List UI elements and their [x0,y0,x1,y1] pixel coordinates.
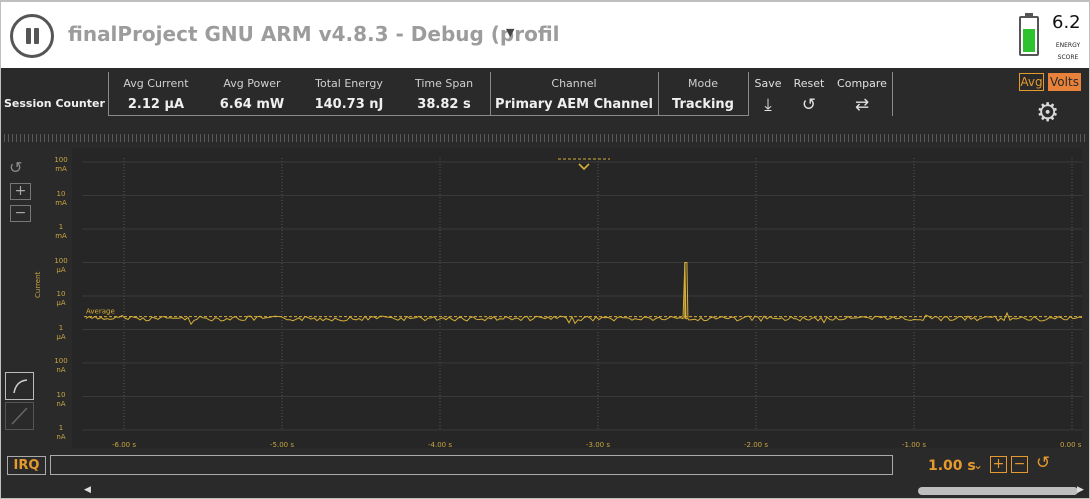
volts-toggle[interactable]: Volts [1048,73,1081,91]
chevron-down-icon [578,163,590,171]
avg-current-stat: Avg Current 2.12 µA [108,72,204,116]
irq-track [50,455,893,475]
x-tick-label: -2.00 s [744,441,768,449]
y-tick-label: 1 mA [55,223,67,240]
time-span-value: 38.82 s [417,97,471,112]
divider [748,72,749,116]
avg-toggle[interactable]: Avg [1019,73,1044,91]
scrollbar-thumb[interactable] [918,487,1078,495]
x-tick-label: 0.00 s [1060,441,1082,449]
session-counter-label: Session Counter [4,97,105,110]
plot-area [72,148,1082,448]
energy-score-label-line2: SCORE [1057,54,1079,61]
current-plot[interactable]: Average [0,148,1090,448]
stats-bar: Avg Current 2.12 µA Avg Power 6.64 mW To… [0,68,1090,118]
compare-icon: ⇄ [854,95,870,115]
x-tick-label: -5.00 s [270,441,294,449]
save-button[interactable]: Save ⤓ [750,72,786,116]
timescale-value[interactable]: 1.00 s [928,458,976,474]
scroll-left-icon[interactable]: ◀ [84,485,91,495]
gear-icon[interactable]: ⚙ [1036,98,1060,128]
current-series-line [85,262,1083,326]
total-energy-stat: Total Energy 140.73 nJ [300,72,398,116]
download-icon: ⤓ [764,95,772,115]
mode-selector[interactable]: Mode Tracking [658,72,748,116]
curve-icon [13,379,28,394]
energy-score-value: 6.2 [1052,12,1081,33]
pause-icon-bar [34,28,39,44]
y-tick-label: 100 mA [54,156,68,173]
chevron-down-icon[interactable]: ⌄ [973,458,984,472]
avg-power-value: 6.64 mW [219,97,285,112]
divider [658,72,659,116]
energy-score-label: ENERGY SCORE [1048,40,1088,64]
time-span-stat: Time Span 38.82 s [398,72,490,116]
time-reset-icon[interactable]: ↺ [1036,453,1051,473]
horizontal-scrollbar[interactable] [0,484,1090,499]
x-tick-label: -4.00 s [428,441,452,449]
battery-icon [1019,13,1039,56]
zoom-out-button[interactable]: − [10,205,31,222]
current-plot-svg: Average [72,148,1083,448]
avg-power-label: Avg Power [223,77,281,90]
mode-value: Tracking [672,97,734,112]
avg-power-stat: Avg Power 6.64 mW [204,72,300,116]
y-tick-label: 1 µA [56,323,66,341]
time-zoom-out-button[interactable]: − [1011,456,1028,473]
channel-selector[interactable]: Channel Primary AEM Channel [490,72,658,116]
time-zoom-in-button[interactable]: + [990,456,1007,473]
y-axis-label: Current [34,271,42,298]
reset-button[interactable]: Reset ↺ [788,72,830,116]
header-bar: finalProject GNU ARM v4.8.3 - Debug (pro… [0,0,1090,68]
compare-button[interactable]: Compare ⇄ [832,72,892,116]
scroll-right-icon[interactable]: ▶ [1077,485,1084,495]
avg-current-value: 2.12 µA [127,97,185,112]
timeline-ruler[interactable] [4,134,1086,142]
pause-button[interactable] [10,14,54,58]
channel-value: Primary AEM Channel [495,97,653,112]
pause-icon [26,28,31,44]
save-label: Save [754,77,782,90]
average-label: Average [86,308,115,316]
x-tick-label: -3.00 s [586,441,610,449]
battery-fill [1023,29,1035,52]
x-tick-label: -1.00 s [902,441,926,449]
undo-zoom-icon[interactable]: ↺ [9,158,23,177]
irq-button[interactable]: IRQ [7,456,46,475]
y-tick-label: 100 µA [54,256,68,274]
x-tick-label: -6.00 s [112,441,136,449]
avg-current-label: Avg Current [123,77,189,90]
caret-down-icon[interactable]: ▼ [506,26,515,39]
total-energy-label: Total Energy [315,77,383,90]
reset-label: Reset [793,77,825,90]
divider [490,72,491,116]
compare-label: Compare [837,77,887,90]
total-energy-value: 140.73 nJ [314,97,384,112]
y-tick-label: 100 nA [54,357,68,374]
line-mode-button[interactable] [5,402,34,430]
y-tick-label: 1 nA [56,424,66,441]
reset-icon: ↺ [801,95,817,115]
diagonal-line-icon [11,407,28,425]
y-tick-label: 10 nA [56,390,66,408]
energy-score-label-line1: ENERGY [1055,42,1081,49]
session-title[interactable]: finalProject GNU ARM v4.8.3 - Debug (pro… [68,22,560,46]
channel-label: Channel [551,77,597,90]
zoom-in-button[interactable]: + [10,183,31,200]
divider [892,72,893,116]
time-span-label: Time Span [414,77,474,90]
y-tick-label: 10 µA [56,290,66,307]
divider [108,72,109,116]
y-tick-label: 10 mA [55,189,67,207]
curve-mode-button[interactable] [5,372,34,400]
mode-label: Mode [688,77,718,90]
